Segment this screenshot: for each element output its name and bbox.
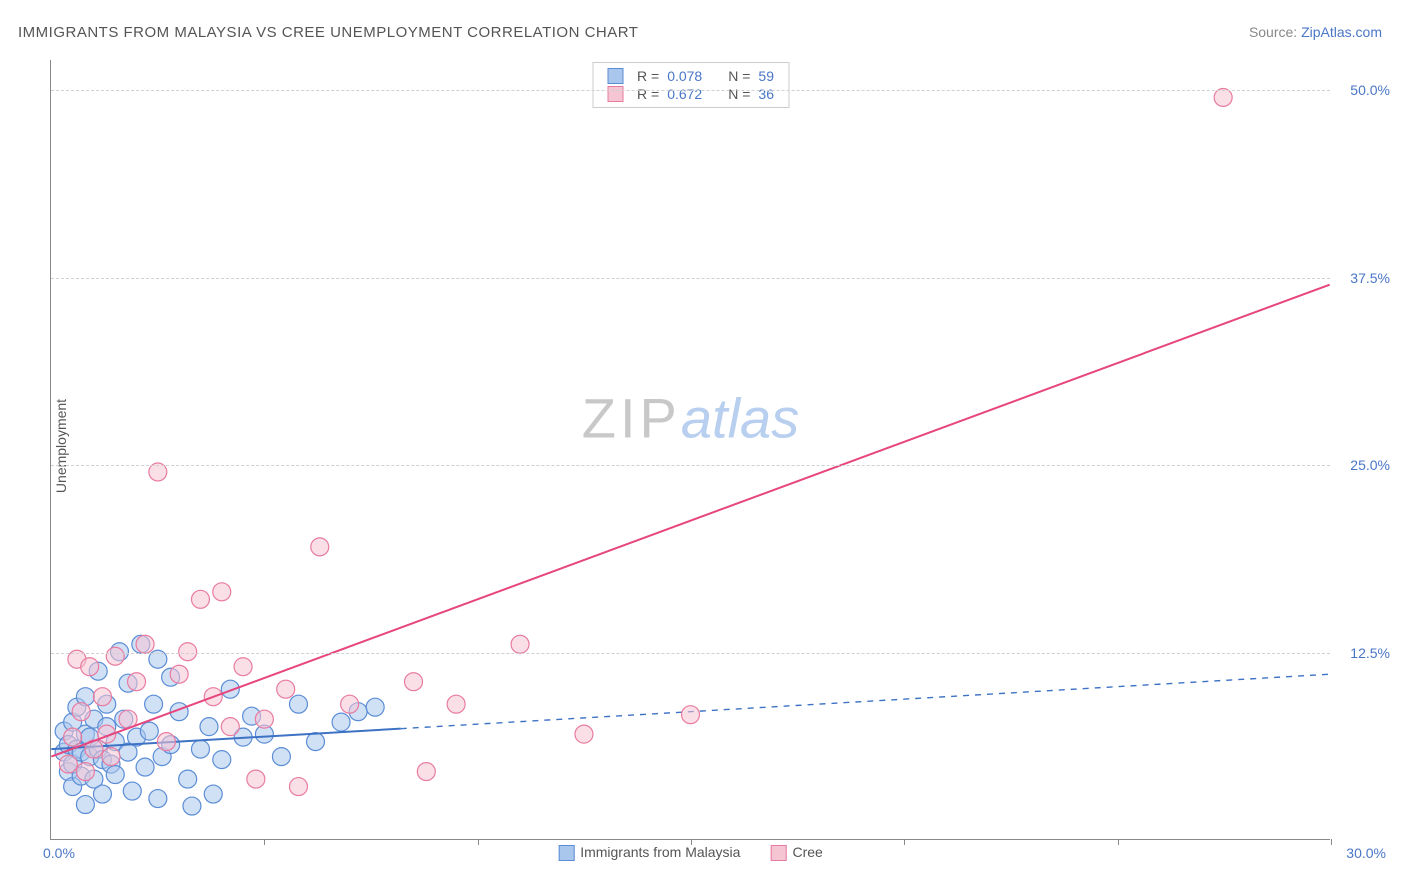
legend-swatch <box>770 845 786 861</box>
scatter-point <box>213 751 231 769</box>
scatter-point <box>106 647 124 665</box>
x-tick <box>1331 839 1332 845</box>
scatter-point <box>149 790 167 808</box>
scatter-point <box>417 763 435 781</box>
scatter-point <box>191 740 209 758</box>
scatter-point <box>234 658 252 676</box>
scatter-point <box>289 778 307 796</box>
legend-item: Cree <box>770 844 822 861</box>
x-axis-origin-label: 0.0% <box>43 845 75 861</box>
scatter-plot-svg <box>51 60 1330 839</box>
scatter-point <box>145 695 163 713</box>
scatter-point <box>64 728 82 746</box>
scatter-point <box>170 665 188 683</box>
gridline <box>51 465 1330 466</box>
n-value: 36 <box>758 86 774 102</box>
scatter-point <box>102 748 120 766</box>
y-tick-label: 50.0% <box>1350 82 1390 98</box>
correlation-legend-row: R = 0.078 N = 59 <box>607 67 774 85</box>
legend-label: Immigrants from Malaysia <box>580 844 740 860</box>
r-label: R = <box>637 86 659 102</box>
scatter-point <box>366 698 384 716</box>
y-tick-label: 37.5% <box>1350 270 1390 286</box>
scatter-point <box>682 706 700 724</box>
source-link[interactable]: ZipAtlas.com <box>1301 24 1382 40</box>
gridline <box>51 90 1330 91</box>
trend-line-solid <box>51 285 1329 757</box>
scatter-point <box>191 590 209 608</box>
scatter-point <box>204 785 222 803</box>
scatter-point <box>136 758 154 776</box>
x-tick <box>478 839 479 845</box>
r-value: 0.078 <box>667 68 702 84</box>
r-label: R = <box>637 68 659 84</box>
scatter-point <box>332 713 350 731</box>
x-tick <box>264 839 265 845</box>
n-value: 59 <box>758 68 774 84</box>
scatter-point <box>140 722 158 740</box>
scatter-point <box>213 583 231 601</box>
scatter-point <box>76 763 94 781</box>
scatter-point <box>93 785 111 803</box>
gridline <box>51 653 1330 654</box>
legend-label: Cree <box>792 844 822 860</box>
legend-swatch <box>607 68 623 84</box>
correlation-legend-row: R = 0.672 N = 36 <box>607 85 774 103</box>
chart-title: IMMIGRANTS FROM MALAYSIA VS CREE UNEMPLO… <box>18 24 638 41</box>
scatter-point <box>447 695 465 713</box>
scatter-point <box>272 748 290 766</box>
source-attribution: Source: ZipAtlas.com <box>1249 24 1382 40</box>
scatter-point <box>183 797 201 815</box>
scatter-point <box>221 718 239 736</box>
source-label: Source: <box>1249 24 1297 40</box>
scatter-point <box>307 733 325 751</box>
scatter-point <box>136 635 154 653</box>
y-tick-label: 25.0% <box>1350 457 1390 473</box>
scatter-point <box>289 695 307 713</box>
scatter-point <box>59 755 77 773</box>
scatter-point <box>93 688 111 706</box>
series-legend: Immigrants from Malaysia Cree <box>558 844 823 861</box>
scatter-point <box>72 703 90 721</box>
scatter-point <box>405 673 423 691</box>
legend-item: Immigrants from Malaysia <box>558 844 740 861</box>
scatter-point <box>255 710 273 728</box>
n-label: N = <box>728 68 750 84</box>
scatter-point <box>179 770 197 788</box>
y-tick-label: 12.5% <box>1350 645 1390 661</box>
scatter-point <box>277 680 295 698</box>
scatter-point <box>575 725 593 743</box>
scatter-point <box>157 733 175 751</box>
scatter-point <box>247 770 265 788</box>
scatter-point <box>511 635 529 653</box>
gridline <box>51 278 1330 279</box>
legend-swatch <box>607 86 623 102</box>
scatter-point <box>1214 88 1232 106</box>
legend-swatch <box>558 845 574 861</box>
scatter-point <box>311 538 329 556</box>
scatter-point <box>123 782 141 800</box>
x-tick <box>691 839 692 845</box>
x-tick <box>1118 839 1119 845</box>
scatter-point <box>81 658 99 676</box>
n-label: N = <box>728 86 750 102</box>
scatter-point <box>76 796 94 814</box>
correlation-legend: R = 0.078 N = 59 R = 0.672 N = 36 <box>592 62 789 108</box>
scatter-point <box>106 766 124 784</box>
trend-line-dashed <box>401 674 1330 728</box>
x-tick <box>904 839 905 845</box>
x-axis-max-label: 30.0% <box>1346 845 1386 861</box>
scatter-point <box>200 718 218 736</box>
r-value: 0.672 <box>667 86 702 102</box>
scatter-point <box>128 673 146 691</box>
chart-plot-area: ZIPatlas R = 0.078 N = 59 R = 0.672 N = … <box>50 60 1330 840</box>
scatter-point <box>341 695 359 713</box>
